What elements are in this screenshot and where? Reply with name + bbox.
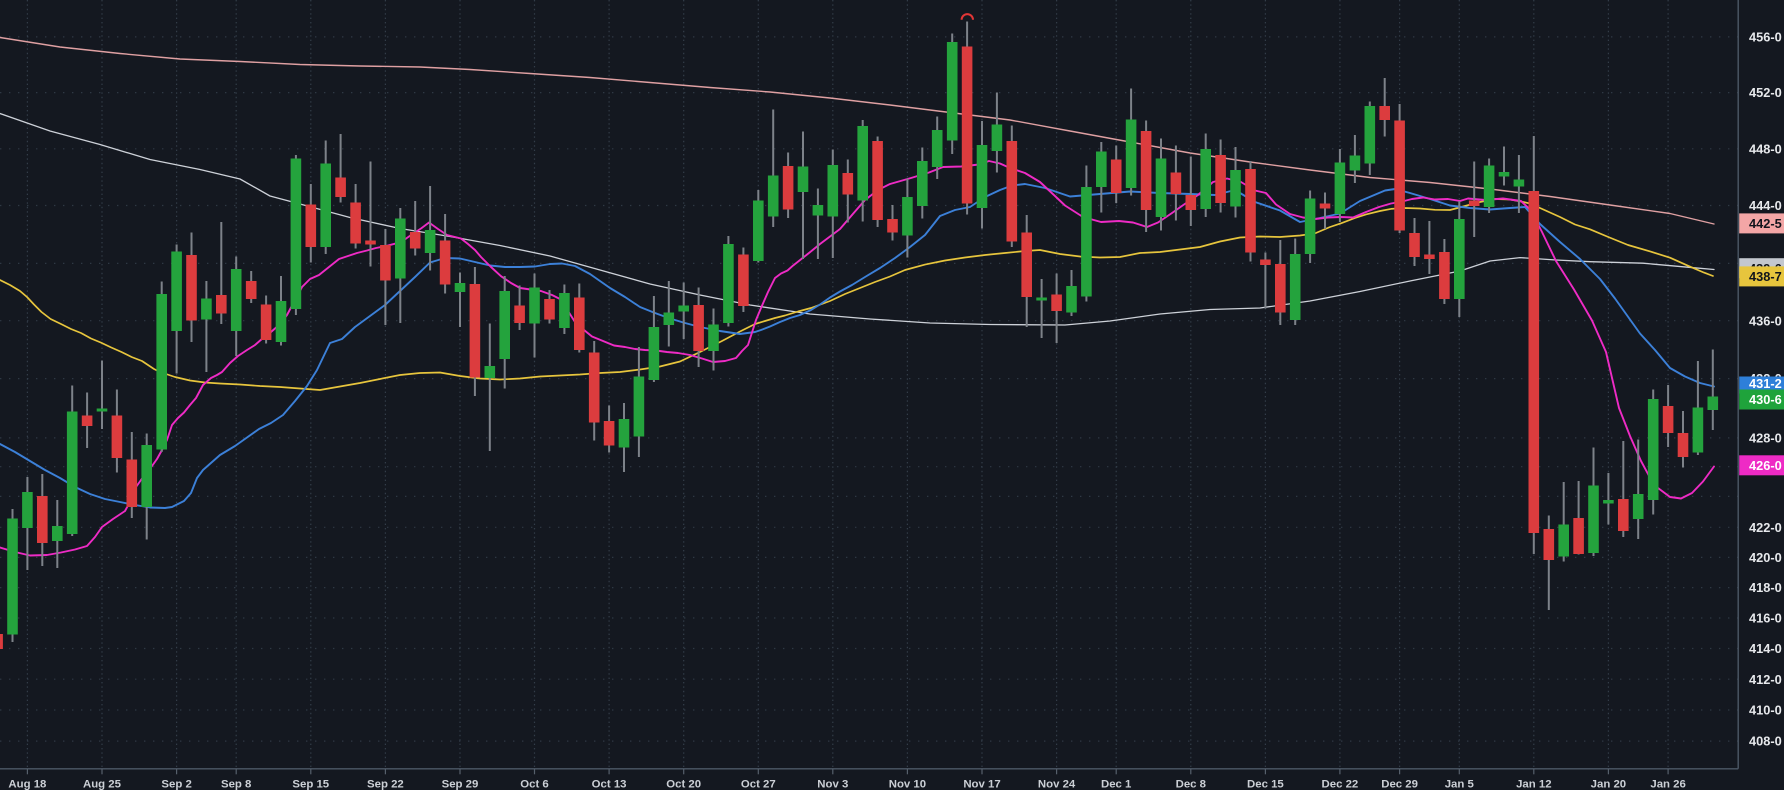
svg-text:436-0: 436-0	[1749, 313, 1782, 328]
svg-text:Jan 20: Jan 20	[1591, 779, 1626, 790]
svg-text:438-7: 438-7	[1749, 269, 1782, 284]
svg-text:Oct 13: Oct 13	[592, 779, 627, 790]
svg-text:Sep 15: Sep 15	[292, 779, 329, 790]
svg-text:Dec 15: Dec 15	[1247, 779, 1284, 790]
svg-text:430-6: 430-6	[1749, 392, 1782, 407]
svg-text:444-0: 444-0	[1749, 198, 1782, 213]
svg-text:410-0: 410-0	[1749, 703, 1782, 718]
svg-text:Dec 29: Dec 29	[1381, 779, 1418, 790]
svg-text:456-0: 456-0	[1749, 30, 1782, 45]
svg-text:Nov 17: Nov 17	[963, 779, 1000, 790]
svg-text:Sep 8: Sep 8	[221, 779, 251, 790]
svg-text:428-0: 428-0	[1749, 431, 1782, 446]
svg-text:Dec 1: Dec 1	[1101, 779, 1132, 790]
svg-text:416-0: 416-0	[1749, 611, 1782, 626]
svg-text:408-0: 408-0	[1749, 734, 1782, 749]
svg-text:Sep 29: Sep 29	[442, 779, 479, 790]
svg-text:452-0: 452-0	[1749, 85, 1782, 100]
svg-text:Nov 3: Nov 3	[817, 779, 848, 790]
svg-text:Oct 6: Oct 6	[520, 779, 549, 790]
svg-text:Jan 12: Jan 12	[1516, 779, 1551, 790]
svg-text:Jan 26: Jan 26	[1650, 779, 1685, 790]
svg-text:412-0: 412-0	[1749, 672, 1782, 687]
svg-text:448-0: 448-0	[1749, 141, 1782, 156]
svg-text:Oct 20: Oct 20	[666, 779, 701, 790]
svg-text:Jan 5: Jan 5	[1445, 779, 1475, 790]
svg-text:422-0: 422-0	[1749, 520, 1782, 535]
svg-text:Oct 27: Oct 27	[741, 779, 776, 790]
svg-text:426-0: 426-0	[1749, 458, 1782, 473]
svg-text:Sep 22: Sep 22	[367, 779, 404, 790]
svg-text:442-5: 442-5	[1749, 216, 1782, 231]
svg-text:Nov 24: Nov 24	[1038, 779, 1076, 790]
svg-text:Nov 10: Nov 10	[889, 779, 926, 790]
svg-text:420-0: 420-0	[1749, 550, 1782, 565]
svg-text:Sep 2: Sep 2	[161, 779, 191, 790]
svg-text:Dec 22: Dec 22	[1322, 779, 1359, 790]
svg-text:431-2: 431-2	[1749, 376, 1782, 391]
svg-text:Aug 25: Aug 25	[83, 779, 122, 790]
svg-text:414-0: 414-0	[1749, 641, 1782, 656]
svg-text:Aug 18: Aug 18	[8, 779, 46, 790]
svg-text:418-0: 418-0	[1749, 580, 1782, 595]
svg-text:Dec 8: Dec 8	[1176, 779, 1206, 790]
